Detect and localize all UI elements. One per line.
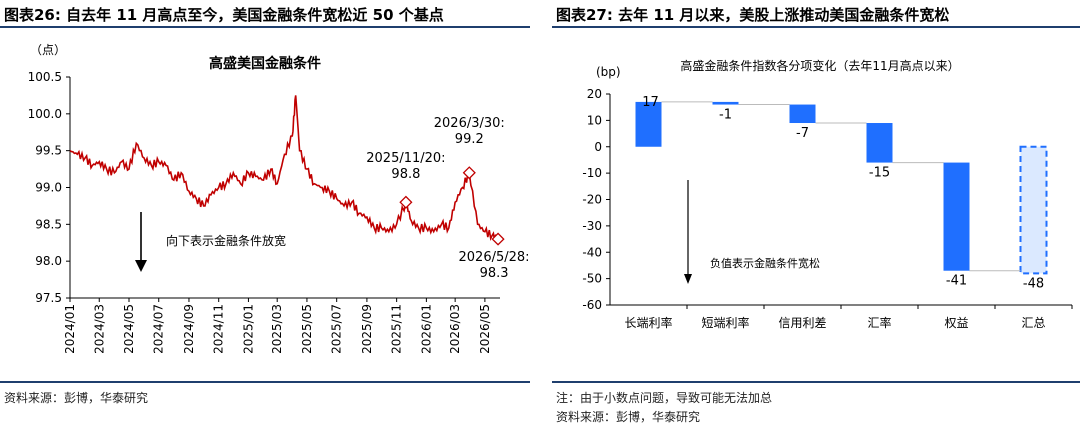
y-tick-label: 20 <box>587 87 602 101</box>
annotation-label: 2026/3/30: <box>434 116 505 131</box>
x-tick-label: 2025/05 <box>300 304 314 354</box>
x-tick-label: 2024/11 <box>212 304 226 354</box>
category-label: 权益 <box>944 316 968 330</box>
x-tick-label: 2024/03 <box>92 304 106 354</box>
annotation-marker <box>462 166 476 180</box>
y-axis-label: （点） <box>30 43 66 57</box>
y-tick-label: 98.5 <box>35 217 62 231</box>
left-source: 资料来源：彭博，华泰研究 <box>4 391 149 405</box>
bar <box>712 101 739 105</box>
annotation-label: 98.8 <box>391 167 420 182</box>
category-label: 汇总 <box>1021 316 1045 330</box>
data-label: -48 <box>1023 276 1044 291</box>
data-label: 17 <box>642 95 659 110</box>
bar <box>866 123 893 163</box>
x-tick-label: 2025/11 <box>390 304 404 354</box>
data-label: -41 <box>946 274 967 289</box>
series-line <box>69 95 499 244</box>
y-tick-label: -60 <box>582 298 602 312</box>
category-label: 长端利率 <box>624 315 672 330</box>
chart-title: 高盛金融条件指数各分项变化（去年11月高点以来） <box>680 58 959 73</box>
x-tick-label: 2024/01 <box>63 304 77 354</box>
right-top-rule <box>552 26 1080 28</box>
y-tick-label: -10 <box>582 166 602 180</box>
y-tick-label: 98.0 <box>35 254 62 268</box>
x-tick-label: 2024/07 <box>152 304 166 354</box>
x-tick-label: 2025/09 <box>360 304 374 354</box>
x-tick-label: 2025/03 <box>270 304 284 354</box>
annotation-label: 99.2 <box>455 132 484 147</box>
annotation-label: 2026/5/28: <box>459 250 530 265</box>
bar <box>789 104 816 124</box>
bar <box>635 101 662 147</box>
right-source: 资料来源：彭博，华泰研究 <box>556 410 701 424</box>
bar-total <box>1019 145 1048 275</box>
y-axis-label: (bp) <box>596 65 621 79</box>
right-figure-panel: 图表27: 去年 11 月以来，美股上涨推动美国金融条件宽松 (bp) 高盛金融… <box>552 0 1080 428</box>
y-tick-label: -30 <box>582 219 602 233</box>
y-tick-label: 0 <box>594 140 602 154</box>
annotation-label: 2025/11/20: <box>366 151 445 166</box>
x-tick-label: 2026/05 <box>478 304 492 354</box>
right-figure-title: 图表27: 去年 11 月以来，美股上涨推动美国金融条件宽松 <box>556 6 950 24</box>
down-arrow-head <box>135 260 147 272</box>
y-tick-label: 10 <box>587 113 602 127</box>
arrow-label: 向下表示金融条件放宽 <box>166 233 286 248</box>
arrow-label: 负值表示金融条件宽松 <box>710 256 820 270</box>
y-tick-label: -50 <box>582 272 602 286</box>
y-tick-label: 97.5 <box>35 291 62 305</box>
left-bottom-rule <box>0 381 530 383</box>
waterfall-chart: (bp) 高盛金融条件指数各分项变化（去年11月高点以来） 20 10 0 -10 -2… <box>582 58 1073 330</box>
left-figure-panel: 图表26: 自去年 11 月高点至今，美国金融条件宽松近 50 个基点 （点） … <box>0 0 530 428</box>
data-label: -7 <box>796 126 809 141</box>
category-label: 信用利差 <box>778 316 826 330</box>
x-tick-label: 2026/03 <box>448 304 462 354</box>
left-top-rule <box>0 26 530 28</box>
y-tick-label: 100.5 <box>28 70 62 84</box>
category-label: 汇率 <box>867 315 891 330</box>
y-tick-label: 99.0 <box>35 181 62 195</box>
annotation-marker <box>399 195 413 209</box>
chart-title: 高盛美国金融条件 <box>209 55 321 72</box>
annotation-marker <box>491 232 505 246</box>
y-tick-label: 99.5 <box>35 144 62 158</box>
line-chart: （点） 高盛美国金融条件 97.5 98.0 98.5 99.0 99.5 100.0 10… <box>28 43 530 354</box>
left-figure-title: 图表26: 自去年 11 月高点至今，美国金融条件宽松近 50 个基点 <box>4 6 444 24</box>
x-tick-label: 2025/01 <box>241 304 255 354</box>
x-tick-label: 2024/09 <box>182 304 196 354</box>
data-label: -1 <box>719 108 732 123</box>
right-bottom-rule <box>552 381 1080 383</box>
x-tick-label: 2026/01 <box>419 304 433 354</box>
data-label: -15 <box>869 166 890 181</box>
right-note: 注：由于小数点问题，导致可能无法加总 <box>556 391 773 405</box>
x-tick-label: 2024/05 <box>122 304 136 354</box>
x-tick-label: 2025/07 <box>330 304 344 354</box>
y-tick-label: -40 <box>582 245 602 259</box>
y-tick-label: 100.0 <box>28 107 62 121</box>
annotation-label: 98.3 <box>480 266 509 281</box>
y-tick-label: -20 <box>582 193 602 207</box>
bar <box>943 162 970 271</box>
category-label: 短端利率 <box>701 315 749 330</box>
down-arrow-head <box>684 274 692 284</box>
